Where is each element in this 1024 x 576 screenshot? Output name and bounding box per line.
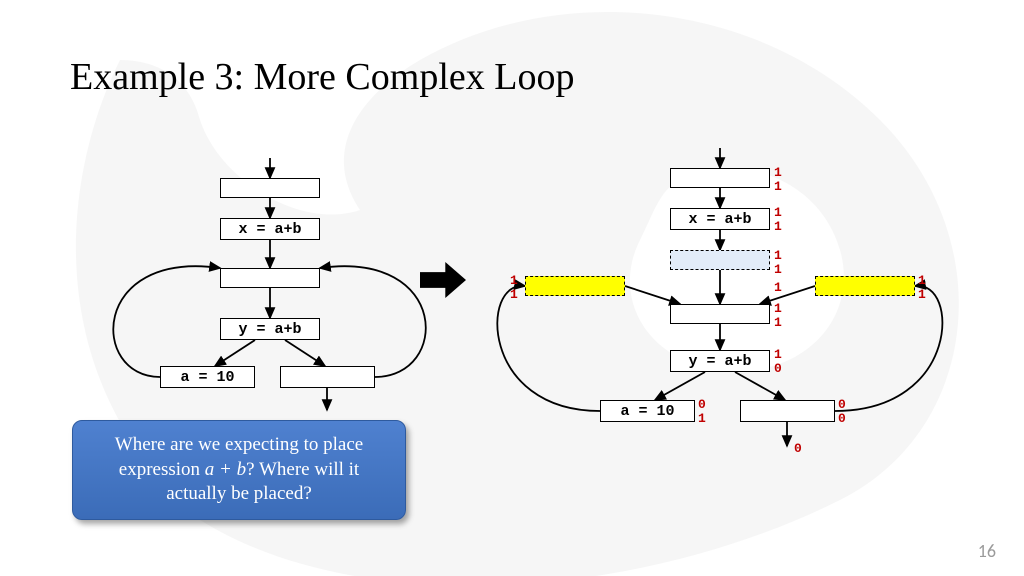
dataflow-annotation: 1 1 — [774, 166, 782, 193]
flow-node — [670, 168, 770, 188]
flow-node — [815, 276, 915, 296]
dataflow-annotation: 0 — [794, 442, 802, 456]
flow-node — [670, 250, 770, 270]
flow-node: y = a+b — [220, 318, 320, 340]
callout-line2: expression a + b? Where will it — [89, 458, 389, 483]
flow-node: a = 10 — [160, 366, 255, 388]
callout-line1: Where are we expecting to place — [89, 433, 389, 458]
flow-node — [220, 268, 320, 288]
dataflow-annotation: 1 1 — [774, 302, 782, 329]
dataflow-annotation: 1 1 — [774, 206, 782, 233]
dataflow-annotation: 1 1 — [510, 274, 518, 301]
callout-line3: actually be placed? — [89, 482, 389, 507]
dataflow-annotation: 1 1 — [918, 274, 926, 301]
flow-node: a = 10 — [600, 400, 695, 422]
question-callout: Where are we expecting to place expressi… — [72, 420, 406, 520]
flow-node: y = a+b — [670, 350, 770, 372]
flow-node — [670, 304, 770, 324]
flow-node: x = a+b — [220, 218, 320, 240]
transform-arrow-icon — [420, 262, 466, 298]
slide-title: Example 3: More Complex Loop — [70, 55, 574, 99]
dataflow-annotation: 0 0 — [838, 398, 846, 425]
flow-node — [280, 366, 375, 388]
dataflow-annotation: 1 1 — [774, 249, 782, 276]
dataflow-annotation: 1 — [774, 281, 782, 295]
flowchart-right: x = a+by = a+ba = 101 11 11 11 111 11 11… — [540, 150, 960, 470]
page-number: 16 — [978, 540, 996, 562]
flow-node — [525, 276, 625, 296]
dataflow-annotation: 0 1 — [698, 398, 706, 425]
flow-node — [740, 400, 835, 422]
flow-node: x = a+b — [670, 208, 770, 230]
flowchart-left: x = a+b y = a+b a = 10 — [120, 150, 420, 430]
flow-node — [220, 178, 320, 198]
dataflow-annotation: 1 0 — [774, 348, 782, 375]
